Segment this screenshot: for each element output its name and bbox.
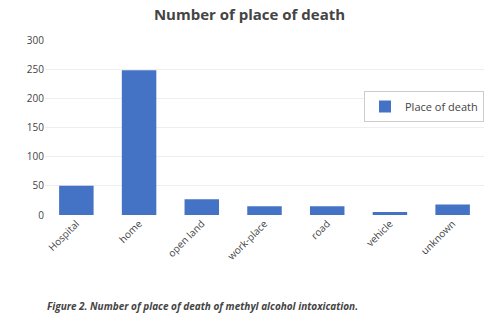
svg-text:unknown: unknown xyxy=(418,217,459,258)
svg-text:150: 150 xyxy=(27,120,44,134)
svg-text:200: 200 xyxy=(27,91,44,105)
svg-text:road: road xyxy=(308,217,333,242)
svg-text:100: 100 xyxy=(27,149,44,163)
svg-text:work-place: work-place xyxy=(224,216,270,262)
svg-text:0: 0 xyxy=(38,208,44,222)
svg-text:300: 300 xyxy=(27,33,44,47)
svg-text:home: home xyxy=(116,216,145,245)
svg-text:Hospital: Hospital xyxy=(45,217,82,254)
svg-text:50: 50 xyxy=(33,178,45,192)
svg-text:Figure 2. Number of place of d: Figure 2. Number of place of death of me… xyxy=(47,299,358,313)
svg-text:Place of death: Place of death xyxy=(405,99,478,114)
svg-text:Number of place of death: Number of place of death xyxy=(154,4,345,24)
svg-text:open land: open land xyxy=(164,217,207,260)
svg-text:250: 250 xyxy=(27,62,44,76)
svg-text:vehicle: vehicle xyxy=(363,216,396,249)
